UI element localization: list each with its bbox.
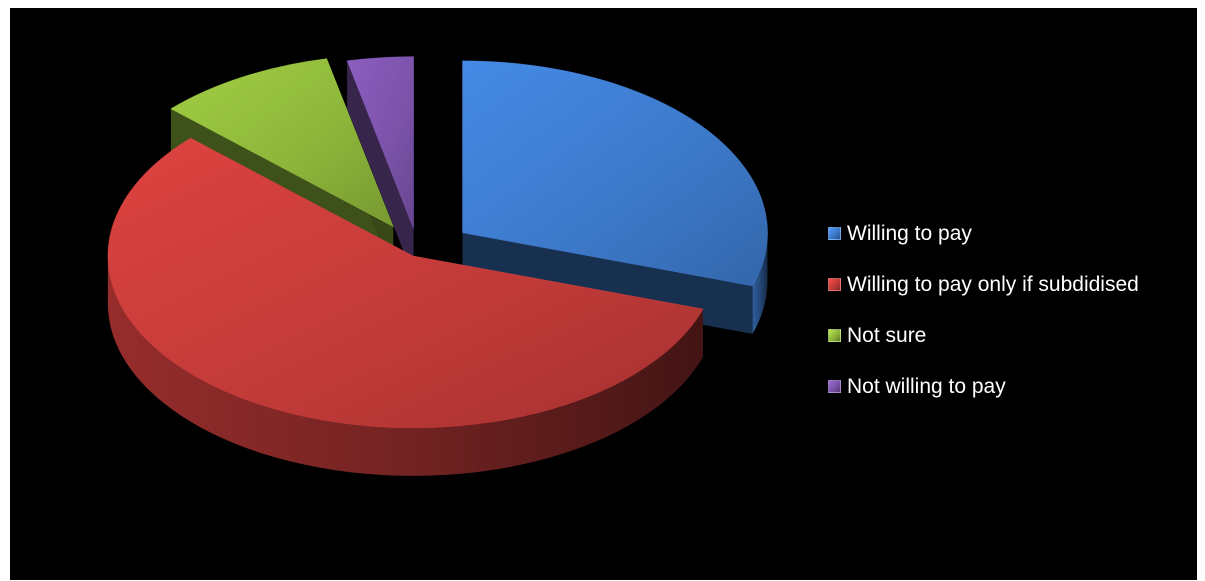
legend-label-not-willing: Not willing to pay — [847, 374, 1006, 398]
legend-item-willing-if-subsidised: Willing to pay only if subdidised — [828, 259, 1139, 310]
chart-area: Willing to pay Willing to pay only if su… — [10, 8, 1197, 580]
legend-item-not-sure: Not sure — [828, 310, 1139, 361]
pie-chart — [107, 56, 768, 476]
legend-swatch-willing-if-subsidised — [828, 278, 841, 291]
legend-label-willing-if-subsidised: Willing to pay only if subdidised — [847, 272, 1139, 296]
pie-slice-not-willing — [346, 56, 414, 229]
pie-slice-willing-to-pay — [462, 60, 768, 287]
pie-side-willing-to-pay — [752, 232, 768, 334]
legend-item-willing-to-pay: Willing to pay — [828, 208, 1139, 259]
legend-swatch-willing-to-pay — [828, 227, 841, 240]
pie-slice-not-sure — [170, 58, 394, 228]
pie-slice-willing-if-subsidised — [107, 137, 704, 429]
legend-swatch-not-sure — [828, 329, 841, 342]
chart-legend: Willing to pay Willing to pay only if su… — [828, 208, 1139, 412]
legend-label-willing-to-pay: Willing to pay — [847, 221, 972, 245]
legend-item-not-willing: Not willing to pay — [828, 361, 1139, 412]
pie-wall-start-not-willing — [347, 60, 414, 277]
legend-swatch-not-willing — [828, 380, 841, 393]
legend-label-not-sure: Not sure — [847, 323, 927, 347]
pie-side-willing-if-subsidised — [107, 255, 703, 476]
